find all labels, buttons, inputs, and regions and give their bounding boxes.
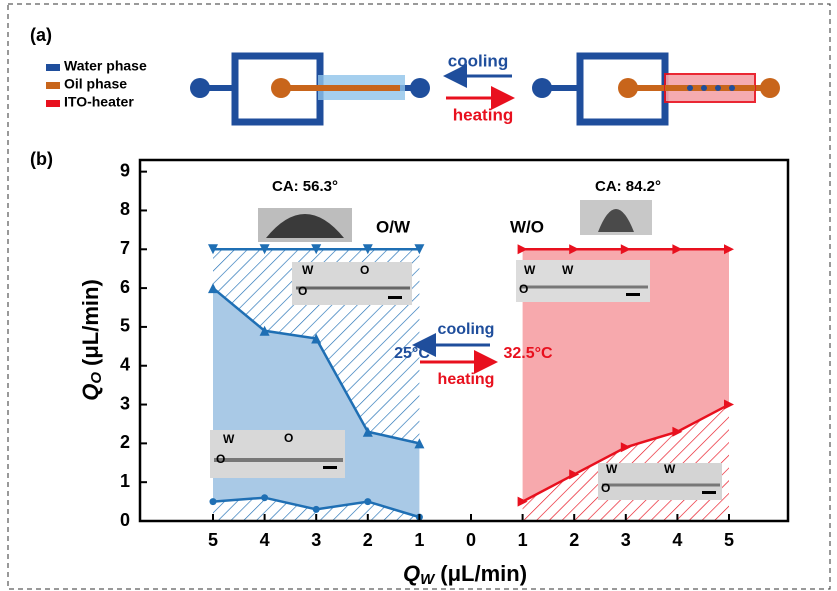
inset-label: O — [360, 263, 369, 277]
y-label-sub: O — [88, 372, 105, 384]
annotation: cooling — [438, 321, 495, 338]
marker — [261, 494, 268, 501]
legend-label: Oil phase — [64, 76, 127, 92]
x-tick-label: 2 — [363, 530, 373, 550]
marker — [210, 498, 217, 505]
inset-label: W — [664, 462, 676, 476]
inset-label: O — [284, 431, 293, 445]
x-tick-label: 1 — [518, 530, 528, 550]
marker — [364, 498, 371, 505]
y-tick-label: 7 — [120, 238, 130, 258]
y-label-unit: (μL/min) — [78, 279, 103, 366]
x-tick-label: 2 — [569, 530, 579, 550]
inset-label: W — [223, 432, 235, 446]
x-label-main: Q — [403, 561, 420, 586]
legend-swatch — [46, 100, 60, 107]
inset-label: O — [298, 284, 307, 298]
annotation: heating — [438, 371, 495, 388]
inset-label: W — [302, 263, 314, 277]
y-tick-label: 2 — [120, 432, 130, 452]
x-label-sub: W — [420, 571, 436, 588]
inset-label: O — [216, 452, 225, 466]
x-label-unit: (μL/min) — [440, 561, 527, 586]
y-tick-label: 5 — [120, 316, 130, 336]
annotation: 32.5°C — [503, 345, 553, 362]
inset-label: W — [562, 263, 574, 277]
y-tick-label: 8 — [120, 199, 130, 219]
annotation: CA: 56.3° — [272, 178, 338, 195]
y-tick-label: 6 — [120, 277, 130, 297]
x-tick-label: 5 — [208, 530, 218, 550]
y-tick-label: 0 — [120, 510, 130, 530]
x-tick-label: 3 — [621, 530, 631, 550]
annotation: O/W — [376, 217, 411, 236]
cooling-label: cooling — [448, 51, 508, 70]
panel-label: (a) — [30, 25, 52, 45]
y-axis-label: QO (μL/min) — [78, 279, 105, 401]
y-tick-label: 1 — [120, 471, 130, 491]
inset-label: O — [601, 481, 610, 495]
inset-label: W — [524, 263, 536, 277]
x-tick-label: 0 — [466, 530, 476, 550]
x-tick-label: 3 — [311, 530, 321, 550]
legend-label: ITO-heater — [64, 94, 134, 110]
y-tick-label: 3 — [120, 393, 130, 413]
inset-label: O — [519, 282, 528, 296]
legend: Water phase Oil phase ITO-heater — [46, 58, 147, 110]
heating-label: heating — [453, 105, 513, 124]
x-tick-label: 4 — [260, 530, 270, 550]
legend-label: Water phase — [64, 58, 147, 74]
y-tick-label: 9 — [120, 160, 130, 180]
y-label-main: Q — [78, 384, 103, 401]
annotation: W/O — [510, 217, 544, 236]
figure: (a) Water phase Oil phase ITO-heater cooli… — [0, 0, 837, 591]
y-tick-label: 4 — [120, 354, 130, 374]
panel-a: (a) Water phase Oil phase ITO-heater cooli… — [30, 25, 780, 125]
legend-swatch — [46, 82, 60, 89]
x-tick-label: 5 — [724, 530, 734, 550]
x-axis-label: QW(μL/min) — [403, 561, 527, 588]
annotation: 25°C — [394, 345, 430, 362]
x-tick-label: 4 — [672, 530, 682, 550]
marker — [313, 506, 320, 513]
inset-label: W — [606, 462, 618, 476]
x-tick-label: 1 — [414, 530, 424, 550]
panel-label: (b) — [30, 149, 53, 169]
annotation: CA: 84.2° — [595, 178, 661, 195]
legend-swatch — [46, 64, 60, 71]
